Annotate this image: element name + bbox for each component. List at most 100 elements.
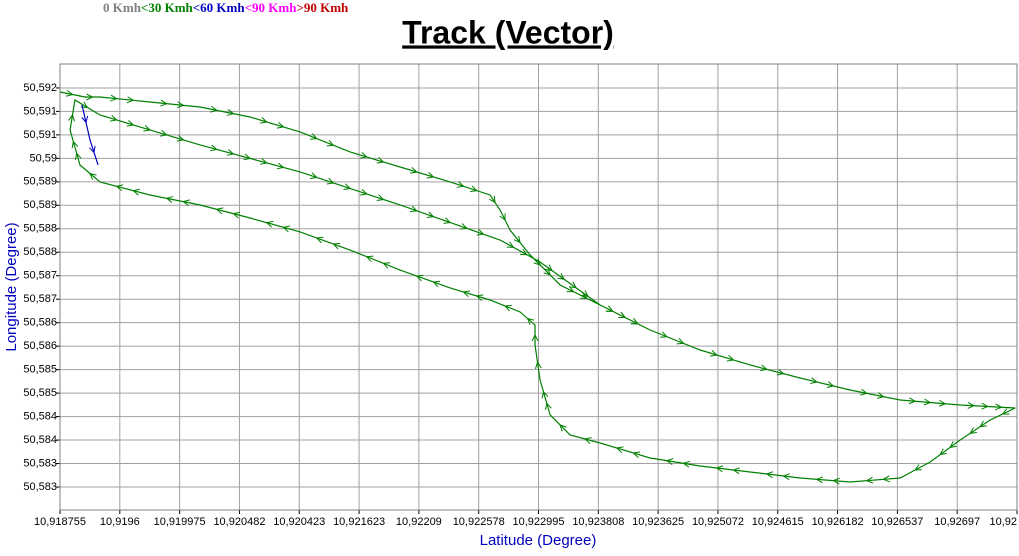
direction-arrow	[584, 437, 592, 444]
y-tick-label: 50,588	[23, 246, 57, 258]
direction-arrow	[310, 133, 335, 147]
direction-arrow	[315, 236, 341, 250]
direction-arrow	[110, 94, 135, 104]
x-tick-label: 10,9196	[100, 516, 140, 528]
direction-arrow	[81, 115, 89, 124]
legend-text: 0 Kmh<30 Kmh<60 Kmh<90 Kmh>90 Kmh	[103, 0, 349, 15]
direction-arrow	[68, 113, 75, 122]
direction-arrow	[513, 235, 521, 244]
direction-arrow	[541, 390, 552, 411]
direction-arrow	[310, 172, 385, 201]
x-tick-label: 10,920482	[213, 516, 265, 528]
x-tick-label: 10,923808	[572, 516, 624, 528]
y-axis-label: Longitude (Degree)	[3, 222, 20, 351]
legend: 0 Kmh<30 Kmh<60 Kmh<90 Kmh>90 Kmh	[103, 0, 349, 15]
direction-arrow	[765, 471, 790, 481]
y-tick-label: 50,585	[23, 364, 57, 376]
direction-arrow	[715, 465, 740, 475]
direction-arrow	[488, 195, 496, 204]
direction-arrow	[545, 264, 590, 298]
y-tick-label: 50,583	[23, 481, 57, 493]
y-tick-label: 50,584	[23, 410, 57, 422]
legend-entry: <60 Kmh	[193, 0, 246, 15]
y-tick-label: 50,591	[23, 129, 57, 141]
y-tick-label: 50,588	[23, 223, 57, 235]
direction-arrow	[665, 458, 690, 468]
y-tick-label: 50,586	[23, 317, 57, 329]
direction-arrow	[89, 172, 97, 180]
y-tick-label: 50,589	[23, 176, 57, 188]
x-tick-label: 10,922995	[513, 516, 565, 528]
direction-arrow	[65, 89, 74, 97]
legend-entry: <30 Kmh	[141, 0, 194, 15]
direction-arrow	[462, 290, 484, 301]
direction-arrow	[534, 361, 542, 370]
direction-arrow	[365, 255, 391, 269]
plot-area	[59, 63, 1018, 511]
direction-arrow	[760, 364, 785, 376]
legend-entry: >90 Kmh	[296, 0, 349, 15]
direction-arrow	[71, 140, 82, 161]
direction-arrow	[504, 304, 512, 312]
direction-arrow	[88, 145, 96, 154]
track-line	[81, 104, 99, 166]
direction-arrow	[506, 241, 528, 256]
chart-title: Track (Vector)	[402, 14, 614, 50]
direction-arrow	[710, 350, 735, 362]
x-tick-label: 10,918755	[34, 516, 86, 528]
direction-arrow	[860, 388, 885, 399]
x-tick-label: 10,92697	[934, 516, 980, 528]
y-tick-label: 50,587	[23, 270, 57, 282]
y-tick-label: 50,585	[23, 387, 57, 399]
direction-arrow	[660, 331, 685, 345]
direction-arrow	[410, 205, 485, 236]
direction-arrow	[210, 144, 285, 170]
x-tick-label: 10,926182	[812, 516, 864, 528]
direction-arrow	[165, 196, 190, 207]
direction-arrow	[533, 258, 551, 276]
direction-arrow	[605, 305, 639, 325]
direction-arrow	[908, 397, 947, 407]
direction-arrow	[865, 475, 890, 484]
x-tick-label: 10,923625	[632, 516, 684, 528]
direction-arrow	[260, 117, 285, 129]
direction-arrow	[415, 274, 441, 288]
direction-arrow	[810, 377, 835, 388]
direction-arrow	[499, 213, 506, 222]
direction-arrow	[265, 220, 291, 233]
direction-arrow	[456, 181, 478, 193]
y-tick-label: 50,586	[23, 340, 57, 352]
direction-arrow	[967, 401, 1003, 411]
direction-arrow	[115, 184, 140, 196]
direction-arrow	[526, 317, 535, 325]
y-tick-label: 50,591	[23, 105, 57, 117]
x-tick-label: 10,92209	[396, 516, 442, 528]
direction-arrow	[210, 105, 235, 116]
x-tick-label: 10,92	[989, 516, 1017, 528]
direction-arrow	[914, 464, 922, 471]
direction-arrow	[410, 167, 435, 179]
x-tick-label: 10,924615	[752, 516, 804, 528]
y-tick-label: 50,584	[23, 434, 57, 446]
x-tick-label: 10,922578	[453, 516, 505, 528]
direction-arrow	[559, 424, 567, 432]
y-tick-label: 50,583	[23, 457, 57, 469]
direction-arrow	[1001, 408, 1010, 415]
direction-arrow	[939, 441, 957, 456]
y-tick-label: 50,59	[29, 152, 57, 164]
legend-entry: <90 Kmh	[245, 0, 298, 15]
x-tick-label: 10,919975	[154, 516, 206, 528]
direction-arrow	[531, 333, 539, 342]
track-line	[59, 91, 1016, 483]
direction-arrow	[615, 446, 641, 458]
x-tick-label: 10,925072	[692, 516, 744, 528]
legend-entry: 0 Kmh	[103, 0, 142, 15]
direction-arrow	[969, 420, 987, 434]
x-tick-label: 10,926537	[871, 516, 923, 528]
y-tick-label: 50,592	[23, 82, 57, 94]
direction-arrow	[160, 99, 185, 109]
y-tick-label: 50,589	[23, 199, 57, 211]
y-tick-label: 50,587	[23, 293, 57, 305]
